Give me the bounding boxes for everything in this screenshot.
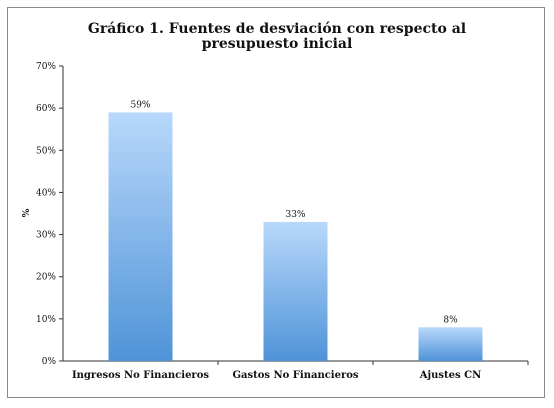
y-tick-label: 60% <box>36 104 56 114</box>
data-label: 59% <box>130 100 150 110</box>
y-tick-label: 0% <box>42 357 57 367</box>
bar <box>108 112 173 361</box>
y-tick-label: 10% <box>36 315 56 325</box>
y-tick-label: 50% <box>36 146 56 156</box>
y-tick-label: 20% <box>36 273 56 283</box>
bar <box>418 327 483 361</box>
chart-title: Gráfico 1. Fuentes de desviación con res… <box>87 21 467 52</box>
y-axis-label: % <box>22 208 32 217</box>
x-tick-label: Ajustes CN <box>419 370 481 381</box>
y-tick-label: 70% <box>36 62 56 72</box>
y-tick-label: 30% <box>36 231 56 241</box>
x-tick-label: Gastos No Financieros <box>232 370 358 381</box>
data-label: 33% <box>285 210 305 220</box>
bar <box>263 221 328 361</box>
y-tick-label: 40% <box>36 188 56 198</box>
data-label: 8% <box>443 315 458 325</box>
x-tick-label: Ingresos No Financieros <box>72 370 209 381</box>
